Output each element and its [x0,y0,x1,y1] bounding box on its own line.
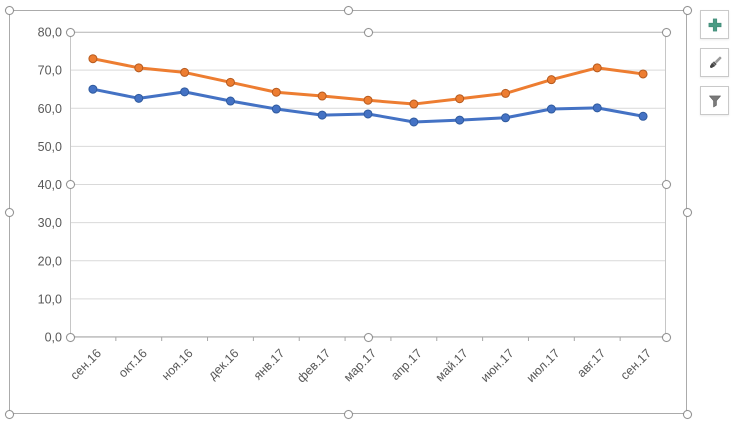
chart-elements-button[interactable] [700,10,729,39]
y-axis-label: 70,0 [38,64,62,78]
selection-handle[interactable] [661,27,671,37]
x-axis-label: авг.17 [574,346,608,380]
x-axis-label: дек.16 [205,346,241,382]
orange-series-marker [363,95,373,105]
x-axis-label: июн.17 [478,346,517,385]
selection-handle[interactable] [363,27,373,37]
blue-series-marker [455,115,465,125]
blue-series-marker [225,96,235,106]
orange-series-marker [501,88,511,98]
y-axis-label: 50,0 [38,140,62,154]
x-axis-label: июл.17 [524,346,563,385]
selection-handle[interactable] [4,5,14,15]
blue-series-marker [88,84,98,94]
x-axis-label: сен.17 [618,346,654,382]
plus-icon [708,18,721,31]
blue-series-marker [546,104,556,114]
selection-handle[interactable] [343,5,353,15]
blue-series-marker [363,109,373,119]
x-axis-label: май.17 [433,346,471,384]
y-axis-label: 30,0 [38,216,62,230]
x-axis-label: янв.17 [251,346,288,383]
selection-handle[interactable] [661,179,671,189]
selection-handle[interactable] [682,409,692,419]
y-axis-label: 20,0 [38,254,62,268]
selection-handle[interactable] [661,332,671,342]
chart-selection-frame [9,10,687,414]
selection-handle[interactable] [363,332,373,342]
orange-series-marker [409,99,419,109]
blue-series-marker [501,113,511,123]
x-axis-label: фев.17 [294,346,333,385]
y-axis-label: 60,0 [38,102,62,116]
blue-series-marker [134,93,144,103]
orange-series-marker [455,94,465,104]
selection-handle[interactable] [4,207,14,217]
chart-filters-button[interactable] [700,86,729,115]
paintbrush-icon [709,56,721,68]
selection-handle[interactable] [343,409,353,419]
x-axis-label: окт.16 [116,346,150,380]
orange-series-marker [546,75,556,85]
blue-series-marker [180,87,190,97]
orange-series-marker [592,63,602,73]
orange-series-marker [180,67,190,77]
blue-series-marker [317,110,327,120]
x-axis-label: сен.16 [68,346,104,382]
blue-series-marker [638,111,648,121]
selection-handle[interactable] [65,179,75,189]
orange-series-marker [225,77,235,87]
blue-series-marker [409,117,419,127]
blue-series-marker [592,103,602,113]
x-axis-label: мар.17 [341,346,379,384]
orange-series-marker [88,54,98,64]
funnel-icon [708,95,721,107]
orange-series-marker [638,69,648,79]
x-axis-label: ноя.16 [159,346,196,383]
y-axis-label: 40,0 [38,178,62,192]
selection-handle[interactable] [65,332,75,342]
selection-handle[interactable] [65,27,75,37]
x-axis-label: апр.17 [388,346,425,383]
y-axis-label: 10,0 [38,292,62,306]
orange-series-marker [317,91,327,101]
selection-handle[interactable] [4,409,14,419]
orange-series-marker [134,63,144,73]
selection-handle[interactable] [682,5,692,15]
chart-styles-button[interactable] [700,48,729,77]
y-axis-label: 80,0 [38,26,62,40]
y-axis-label: 0,0 [45,331,62,345]
blue-series-marker [271,104,281,114]
orange-series-marker [271,87,281,97]
selection-handle[interactable] [682,207,692,217]
